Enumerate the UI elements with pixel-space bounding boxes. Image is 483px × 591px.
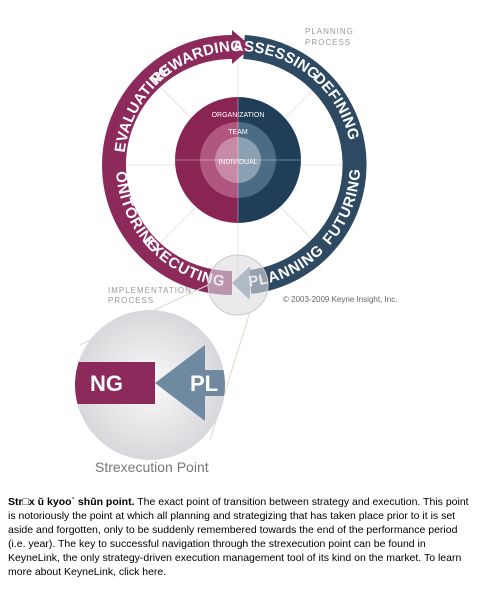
ring-right [243,35,367,294]
svg-text:MONITORING: MONITORING [0,0,163,256]
caption: Str□x ŭ kyoo΄ shŭn point. The exact poin… [8,495,476,579]
ring-left [102,35,233,295]
process-label: PROCESS [108,296,154,305]
core-left [215,137,238,183]
zoom-spot [207,254,269,316]
process-label: IMPLEMENTATION [108,286,192,295]
inner-label: TEAM [228,129,248,136]
caption-term: Str□x ŭ kyoo΄ shŭn point. [8,496,135,508]
zoom-band [75,362,155,404]
process-label: PLANNING [305,27,354,36]
diagram: EVALUATING REWARDING ASSESSING DEFINING … [0,0,398,475]
process-label: PROCESS [305,38,351,47]
svg-text:DEFINING: DEFINING [310,69,362,142]
ring-label: MONITORING [0,0,163,256]
inner-label: INDIVIDUAL [218,159,257,166]
zoom-label: PL [190,371,218,396]
arrow-head [232,30,252,64]
zoom-arrow [155,345,225,421]
zoom-label: NG [90,371,123,396]
copyright: © 2003-2009 Keyne Insight, Inc. [283,295,397,304]
zoom-caption: Strexecution Point [95,459,209,475]
caption-text: The exact point of transition between st… [8,496,469,578]
ring-label: DEFINING [310,69,362,142]
inner-label: ORGANIZATION [212,112,265,119]
core-right [238,137,261,183]
